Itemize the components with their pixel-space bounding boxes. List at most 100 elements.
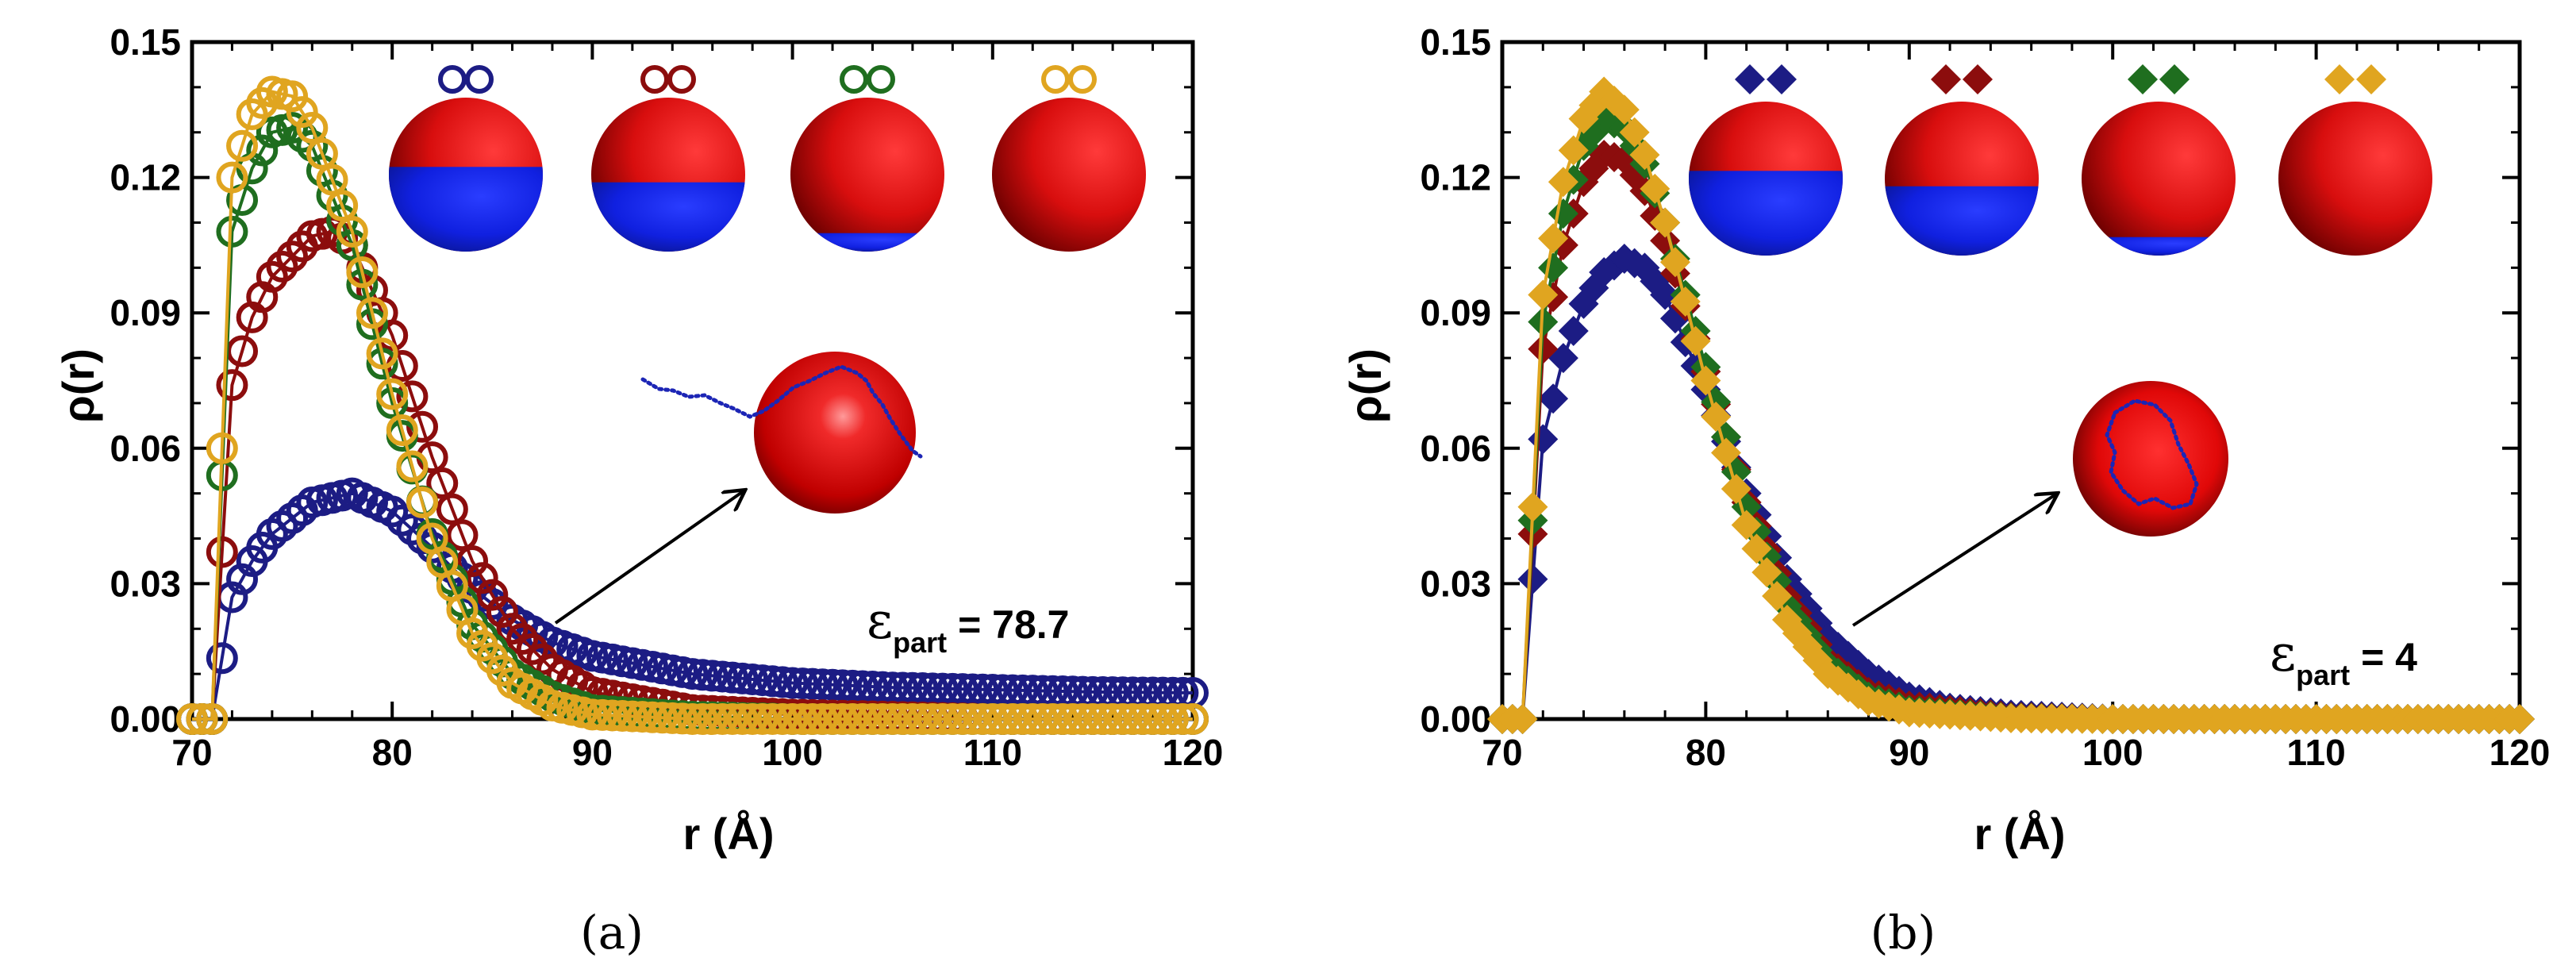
legend-sphere-green-b (2082, 64, 2236, 256)
data-point-gold-b (1538, 223, 1569, 254)
data-point-gold-a (1126, 703, 1159, 735)
data-point-gold-b (1721, 473, 1751, 504)
arrow-b (1851, 494, 2057, 627)
data-point-gold-a (1036, 703, 1069, 735)
y-tick-label-a: 0.03 (110, 563, 181, 604)
sphere-blue-navy-a (389, 167, 543, 252)
x-tick-label-a: 110 (963, 732, 1022, 773)
data-point-gold-b (1762, 581, 1793, 612)
data-point-gold-a (596, 699, 629, 732)
data-point-gold-b (1659, 247, 1690, 278)
data-point-gold-a (696, 703, 729, 735)
data-point-gold-a (1067, 703, 1099, 735)
data-point-navy-a (686, 659, 719, 691)
data-point-gold-a (726, 703, 759, 735)
legend-marker-darkred-a (667, 65, 696, 94)
data-point-navy-a (817, 668, 849, 701)
data-point-gold-b (1650, 207, 1681, 238)
data-point-gold-a (956, 703, 989, 735)
data-point-navy-a (676, 658, 709, 690)
data-point-navy-a (736, 663, 769, 695)
data-point-gold-a (406, 487, 439, 519)
legend-marker-navy-b (1735, 64, 1765, 94)
legend-spheres-b (1689, 64, 2432, 256)
y-tick-label-a: 0.12 (110, 157, 181, 198)
x-tick-label-a: 90 (572, 732, 613, 773)
data-point-gold-a (586, 698, 619, 731)
data-point-green-a (246, 134, 279, 167)
legend-sphere-navy-a (389, 65, 543, 252)
data-point-gold-a (1086, 703, 1119, 735)
data-point-darkred-a (526, 643, 559, 675)
caption-a: (a) (580, 906, 644, 960)
data-point-navy-a (806, 668, 839, 701)
data-point-gold-a (176, 703, 208, 735)
data-point-gold-a (796, 703, 829, 735)
data-point-gold-b (1680, 325, 1711, 356)
legend-marker-green-b (2159, 64, 2190, 94)
legend-marker-gold-b (2356, 64, 2386, 94)
x-tick-label-b: 70 (1482, 732, 1522, 773)
data-point-gold-a (356, 297, 388, 329)
legend-marker-green-a (840, 65, 868, 94)
y-tick-label-a: 0.15 (110, 21, 181, 63)
eps-subscript-a: part (893, 626, 947, 659)
data-point-gold-a (316, 163, 348, 196)
legend-spheres-a (389, 65, 1146, 252)
data-point-gold-b (1629, 140, 1660, 171)
data-point-gold-a (756, 703, 789, 735)
data-point-gold-a (1056, 703, 1089, 735)
data-point-gold-a (706, 703, 739, 735)
data-point-navy-a (826, 669, 859, 702)
data-point-navy-a (766, 666, 798, 698)
annotation-eps-b: εpart = 4 (2270, 625, 2417, 691)
data-point-darkred-a (206, 536, 238, 568)
data-point-gold-b (1701, 401, 1732, 432)
data-point-gold-a (626, 701, 659, 733)
data-point-gold-a (766, 703, 798, 735)
data-point-darkred-a (486, 595, 518, 628)
y-tick-label-a: 0.06 (110, 428, 181, 469)
data-point-gold-a (336, 215, 368, 248)
data-point-gold-a (216, 161, 248, 194)
arrow-a (554, 490, 744, 625)
data-point-gold-a (1097, 703, 1129, 735)
data-point-gold-a (1147, 703, 1179, 735)
y-tick-label-a: 0.00 (110, 698, 181, 740)
data-point-gold-a (206, 432, 238, 464)
data-point-gold-b (1548, 167, 1578, 198)
data-point-navy-a (226, 563, 259, 595)
data-point-gold-a (576, 698, 609, 731)
legend-sphere-darkred-b (1885, 64, 2039, 256)
legend-marker-navy-a (465, 65, 494, 94)
x-tick-label-b: 80 (1686, 732, 1726, 773)
data-point-gold-a (746, 703, 779, 735)
svg-text:εpart = 78.7: εpart = 78.7 (867, 592, 1069, 659)
data-point-gold-a (876, 703, 909, 735)
data-point-navy-a (756, 665, 789, 698)
data-point-gold-a (326, 190, 359, 222)
data-point-darkred-a (476, 579, 509, 611)
data-point-gold-a (1167, 703, 1199, 735)
data-point-gold-a (376, 378, 409, 410)
sphere-blue-navy-b (1689, 171, 1843, 256)
polymer-chain-a (640, 364, 923, 459)
data-point-gold-a (346, 256, 379, 289)
data-point-darkred-a (516, 633, 548, 665)
data-point-navy-a (856, 671, 889, 703)
y-tick-label-b: 0.09 (1420, 292, 1491, 333)
data-point-gold-a (656, 702, 689, 734)
y-tick-label-a: 0.09 (110, 292, 181, 333)
data-point-gold-a (1026, 703, 1059, 735)
data-point-gold-b (1640, 173, 1671, 204)
legend-sphere-gold-a (992, 65, 1146, 252)
data-point-gold-a (296, 112, 329, 144)
data-point-gold-a (817, 703, 849, 735)
data-point-navy-a (776, 667, 809, 699)
data-point-gold-a (917, 703, 949, 735)
data-point-darkred-a (216, 369, 248, 402)
legend-marker-darkred-b (1963, 64, 1993, 94)
sphere-blue-green-a (790, 233, 944, 252)
data-point-gold-a (846, 703, 879, 735)
